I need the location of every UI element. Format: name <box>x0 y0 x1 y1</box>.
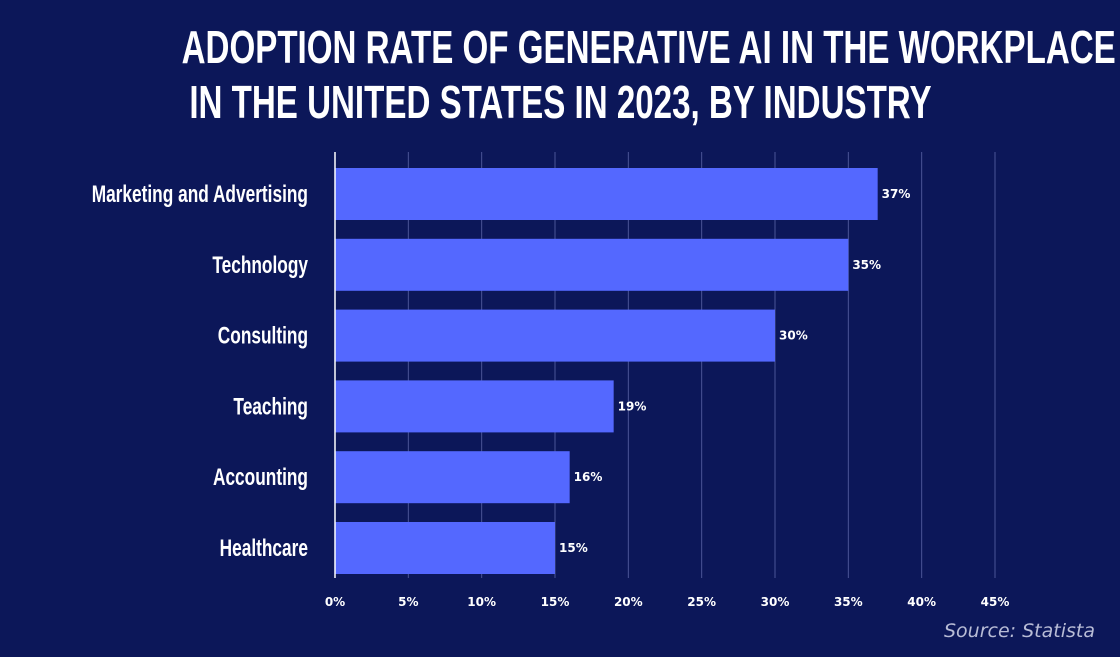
category-label: Teaching <box>233 394 308 420</box>
category-label: Consulting <box>218 323 308 349</box>
category-label: Marketing and Advertising <box>92 181 308 207</box>
category-label: Accounting <box>213 465 308 491</box>
x-tick-label: 40% <box>907 595 936 609</box>
bar <box>335 522 555 574</box>
x-tick-label: 25% <box>687 595 716 609</box>
data-label: 35% <box>852 258 881 272</box>
x-tick-label: 35% <box>834 595 863 609</box>
data-label: 37% <box>882 187 911 201</box>
category-label: Technology <box>212 252 308 278</box>
bar <box>335 168 878 220</box>
bar <box>335 451 570 504</box>
x-tick-label: 45% <box>981 595 1010 609</box>
x-tick-label: 15% <box>541 595 570 609</box>
chart-title-line-1: ADOPTION RATE OF GENERATIVE AI IN THE WO… <box>181 21 1116 73</box>
bar <box>335 238 849 291</box>
category-label: Healthcare <box>220 535 308 561</box>
bar <box>335 380 614 433</box>
data-label: 16% <box>574 470 603 484</box>
chart-title: ADOPTION RATE OF GENERATIVE AI IN THE WO… <box>0 20 1120 130</box>
source-note: Source: Statista <box>944 620 1095 642</box>
data-label: 15% <box>559 541 588 555</box>
x-tick-label: 0% <box>325 595 345 609</box>
data-label: 19% <box>618 399 647 413</box>
x-tick-label: 10% <box>467 595 496 609</box>
chart-title-line-2: IN THE UNITED STATES IN 2023, BY INDUSTR… <box>188 76 932 128</box>
x-tick-label: 5% <box>398 595 418 609</box>
data-label: 30% <box>779 329 808 343</box>
x-tick-label: 20% <box>614 595 643 609</box>
x-tick-label: 30% <box>761 595 790 609</box>
bar <box>335 309 775 362</box>
